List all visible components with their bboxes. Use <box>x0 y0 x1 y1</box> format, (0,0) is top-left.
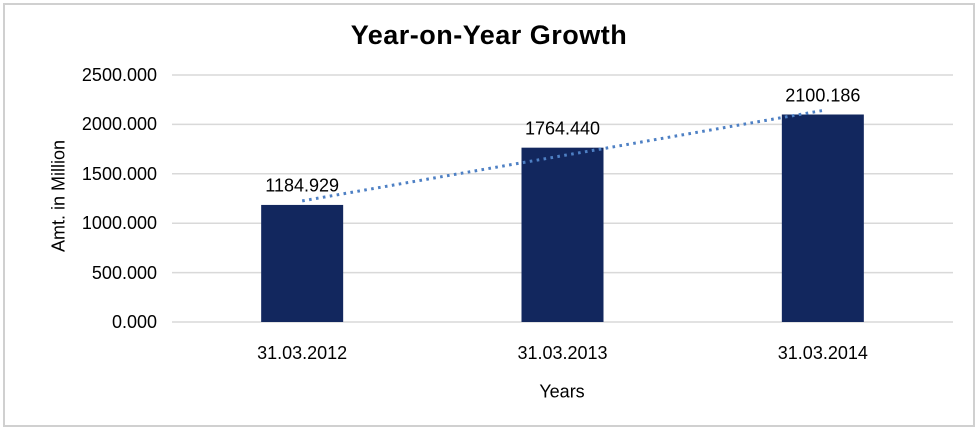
y-tick-label: 0.000 <box>111 312 157 332</box>
y-tick-label: 1500.000 <box>81 163 157 184</box>
bar-value-label: 1184.929 <box>265 175 340 196</box>
y-axis-title: Amt. in Million <box>48 139 69 253</box>
x-category-label: 31.03.2012 <box>257 343 348 363</box>
x-category-label: 31.03.2014 <box>777 343 868 363</box>
y-tick-label: 500.000 <box>91 262 157 283</box>
y-tick-label: 1000.000 <box>81 213 157 234</box>
bar <box>261 204 344 322</box>
bar <box>521 147 604 322</box>
x-category-label: 31.03.2013 <box>517 343 608 363</box>
chart-title: Year-on-Year Growth <box>350 20 628 50</box>
bar-value-label: 1764.440 <box>524 118 601 139</box>
y-tick-label: 2500.000 <box>81 65 157 85</box>
bar-value-label: 2100.186 <box>785 85 861 105</box>
x-axis-title: Years <box>539 381 585 402</box>
bar <box>781 114 864 323</box>
y-tick-label: 2000.000 <box>81 114 157 135</box>
